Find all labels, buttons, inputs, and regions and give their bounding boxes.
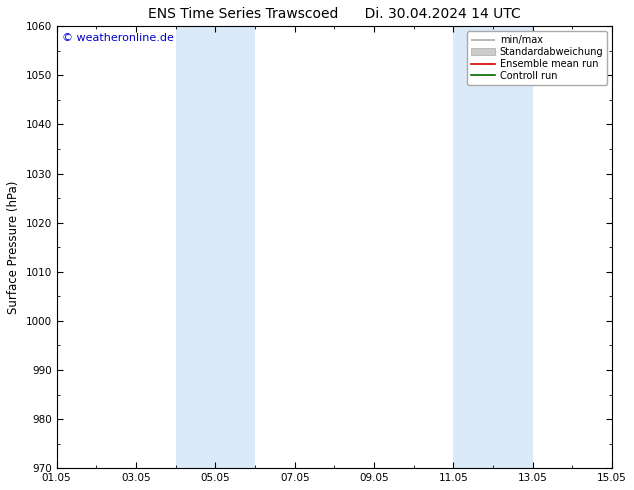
Bar — [176, 26, 255, 468]
Legend: min/max, Standardabweichung, Ensemble mean run, Controll run: min/max, Standardabweichung, Ensemble me… — [467, 31, 607, 85]
Text: © weatheronline.de: © weatheronline.de — [62, 33, 174, 43]
Title: ENS Time Series Trawscoed      Di. 30.04.2024 14 UTC: ENS Time Series Trawscoed Di. 30.04.2024… — [148, 7, 521, 21]
Y-axis label: Surface Pressure (hPa): Surface Pressure (hPa) — [7, 180, 20, 314]
Bar — [453, 26, 533, 468]
